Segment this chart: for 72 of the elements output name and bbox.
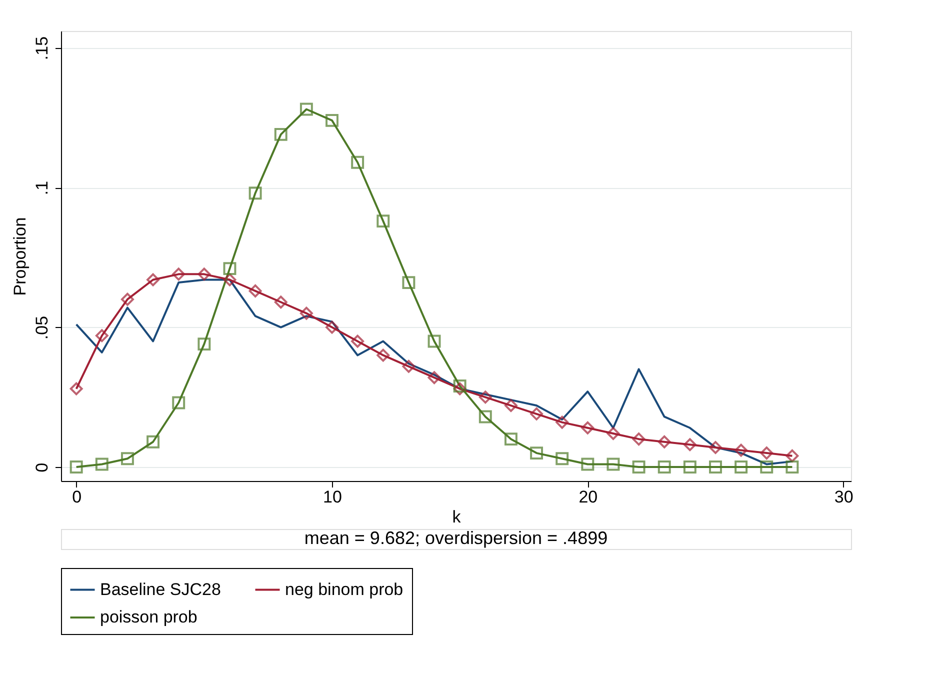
point [504,399,518,412]
point [300,102,313,116]
point [760,460,774,474]
point [556,416,569,429]
point [530,407,544,420]
y-axis-title: Proportion [10,217,30,296]
point [581,421,594,434]
point [376,214,390,228]
point [351,334,364,348]
point [248,186,262,200]
point [146,435,160,448]
point [402,360,416,373]
point [223,273,236,286]
point [556,452,569,466]
point [172,396,186,410]
point [300,306,313,320]
point [95,329,108,342]
point [248,284,262,298]
point [709,460,722,474]
legend-label: Baseline SJC28 [100,580,221,599]
point [172,268,186,281]
point [478,410,492,424]
point [146,273,160,286]
point [709,440,722,454]
point [734,460,748,474]
point [734,444,748,457]
point [326,114,338,127]
x-tick-label: 0 [72,488,82,506]
point [428,334,441,348]
point [453,379,466,392]
text: mean = 9.682; overdispersion = .4899 [304,528,608,548]
point [376,348,390,362]
y-tick-label: .05 [32,316,52,340]
point [658,435,671,448]
y-tick-label: .15 [32,36,52,60]
y-tick-label: .1 [32,180,52,196]
legend-label: neg binom prob [285,580,404,599]
x-tick-label: 10 [323,488,342,506]
point [70,460,83,474]
legend-label: poisson prob [100,608,198,626]
y-tick-label: 0 [32,462,52,472]
point [606,427,620,440]
point [786,460,799,474]
point [683,460,696,474]
x-axis-title: k [452,508,462,526]
point [326,320,338,334]
point [70,382,83,396]
point [453,382,466,396]
point [198,268,211,281]
point [120,452,134,466]
point [274,296,288,309]
point [786,449,799,462]
point [402,276,416,290]
point [274,128,288,141]
point [504,432,518,446]
point [478,390,492,404]
point [632,432,646,446]
point [530,446,544,460]
x-tick-label: 30 [834,488,854,506]
point [351,156,364,169]
point [581,458,594,471]
point [95,458,108,471]
point [632,460,646,474]
point [223,262,236,276]
x-tick-label: 20 [578,488,598,506]
point [198,338,211,351]
point [658,460,671,474]
point [120,292,134,306]
point [428,371,441,384]
point [760,446,774,460]
point [606,458,620,471]
point [683,438,696,452]
